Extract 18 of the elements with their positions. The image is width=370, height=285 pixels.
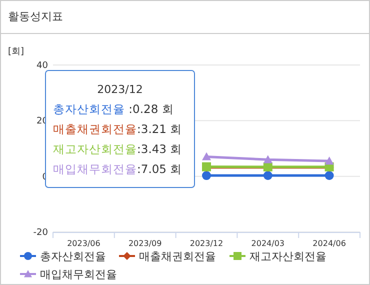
x-tick-label: 2023/09: [128, 239, 162, 248]
x-tick-label: 2023/06: [67, 239, 100, 248]
x-tick-label: 2024/03: [251, 239, 285, 248]
annotation: 매출채권회전율:3.21 회: [53, 122, 182, 136]
legend-label: 총자산회전율: [40, 250, 106, 263]
legend-label: 재고자산회전율: [250, 250, 326, 263]
x-tick-label: 2023/12: [190, 239, 224, 248]
x-tick-label: 2024/06: [312, 239, 346, 248]
title: 활동성지표: [8, 10, 63, 23]
annotation: 재고자산회전율:3.43 회: [53, 142, 182, 156]
y-tick-label: -20: [33, 228, 48, 238]
y-axis-title: [회]: [8, 47, 24, 57]
y-tick-label: 40: [36, 61, 48, 71]
annotation: 매입채무회전율:7.05 회: [53, 162, 182, 176]
legend-label: 매출채권회전율: [139, 250, 216, 263]
legend-label: 매입채무회전율: [40, 268, 117, 281]
annotation: 총자산회전율 :0.28 회: [53, 102, 174, 116]
annotation: 2023/12: [97, 83, 143, 96]
